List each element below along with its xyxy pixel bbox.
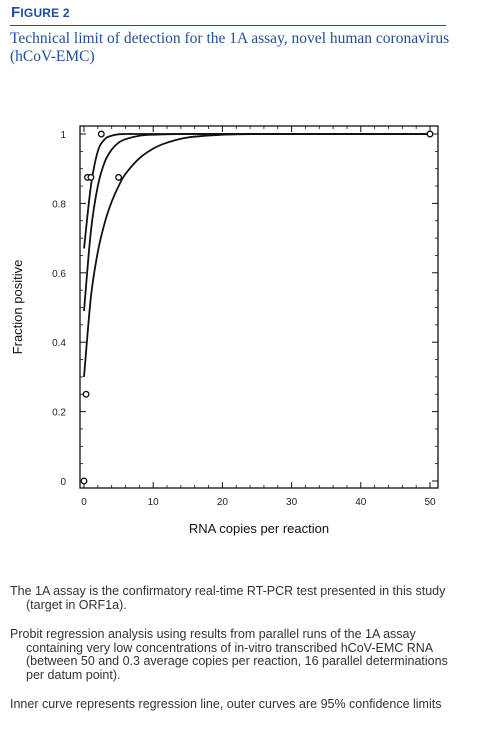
probit-chart: 0 10 20 30 40 50 0 0.2 0.4 0.6 0.8 1 RNA copies per…	[10, 125, 439, 536]
data-point	[80, 477, 88, 485]
data-point	[426, 130, 434, 138]
x-axis-title: RNA copies per reaction	[189, 521, 329, 536]
curves	[83, 133, 430, 377]
ticks: 0 10 20 30 40 50 0 0.2 0.4 0.6 0.8 1	[52, 126, 438, 508]
y-axis-title: Fraction positive	[10, 260, 25, 355]
y-tick-label: 0.6	[52, 269, 66, 280]
curve-0	[83, 133, 430, 249]
notes: The 1A assay is the confirmatory real-ti…	[10, 584, 460, 728]
x-tick-label: 30	[286, 497, 298, 508]
y-tick-label: 0.8	[52, 199, 66, 210]
y-tick-label: 0	[60, 477, 66, 488]
x-tick-label: 10	[148, 497, 160, 508]
y-tick-label: 0.4	[52, 338, 66, 349]
y-tick-label: 1	[60, 130, 66, 141]
x-tick-label: 50	[424, 497, 436, 508]
figure-title: Technical limit of detection for the 1A …	[10, 30, 450, 65]
y-tick-label: 0.2	[52, 408, 66, 419]
data-point	[87, 173, 95, 181]
figure-label: FIGURE 2	[11, 4, 70, 21]
data-point	[97, 130, 105, 138]
note-2: Probit regression analysis using results…	[10, 627, 448, 682]
points	[80, 130, 434, 485]
data-point	[82, 390, 90, 398]
curve-2	[83, 133, 430, 377]
title-rule	[10, 25, 446, 26]
plot-frame	[79, 125, 439, 489]
x-tick-label: 40	[355, 497, 367, 508]
x-tick-label: 20	[217, 497, 229, 508]
data-point	[115, 173, 123, 181]
x-tick-label: 0	[81, 497, 87, 508]
note-3: Inner curve represents regression line, …	[10, 697, 442, 711]
note-1: The 1A assay is the confirmatory real-ti…	[10, 584, 446, 612]
